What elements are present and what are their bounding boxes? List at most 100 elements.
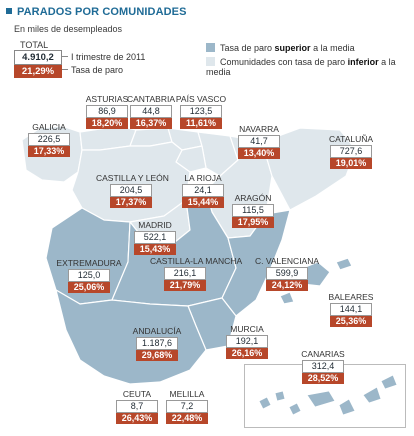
region-label-cataluna: CATALUÑA 727,6 19,01% <box>316 134 386 169</box>
region-rate: 24,12% <box>266 280 308 291</box>
region-label-andalucia: ANDALUCÍA 1.187,6 29,68% <box>122 326 192 361</box>
island-shape-3 <box>288 402 302 416</box>
region-name: CASTILLA-LA MANCHA <box>150 256 243 266</box>
region-value: 7,2 <box>166 400 208 413</box>
region-value: 86,9 <box>86 105 128 118</box>
legend-swatch-below <box>206 57 215 66</box>
region-shape-baleares-menorca <box>335 257 353 271</box>
region-value: 44,8 <box>130 105 172 118</box>
region-label-baleares: BALEARES 144,1 25,36% <box>316 292 386 327</box>
region-rate: 22,48% <box>166 413 208 424</box>
region-name: CATALUÑA <box>328 134 374 144</box>
legend-below-average: Comunidades con tasa de paro inferior a … <box>206 57 414 77</box>
region-label-murcia: MURCIA 192,1 26,16% <box>212 324 282 359</box>
region-name: NAVARRA <box>239 124 279 134</box>
island-shape-4 <box>306 390 336 408</box>
region-value: 1.187,6 <box>136 337 178 350</box>
region-label-melilla: MELILLA 7,2 22,48% <box>152 389 222 424</box>
region-label-aragon: ARAGÓN 115,5 17,95% <box>218 193 288 228</box>
region-value: 125,0 <box>68 269 110 282</box>
total-label: TOTAL <box>20 40 49 50</box>
region-name: LA RIOJA <box>184 173 222 183</box>
region-label-castilla-la-mancha: CASTILLA-LA MANCHA 216,1 21,79% <box>150 256 243 291</box>
legend-above-post: a la media <box>310 43 355 53</box>
legend-above-pre: Tasa de paro <box>220 43 275 53</box>
region-shape-baleares-ibiza <box>279 291 295 305</box>
region-name: CANTABRIA <box>126 94 176 104</box>
canarias-islands <box>258 374 398 416</box>
legend-below-bold: inferior <box>347 57 379 67</box>
region-value: 522,1 <box>134 231 176 244</box>
region-rate: 21,79% <box>164 280 206 291</box>
region-value: 123,5 <box>180 105 222 118</box>
region-label-canarias: CANARIAS 312,4 28,52% <box>288 349 358 384</box>
region-name: CANARIAS <box>301 349 345 359</box>
region-value: 599,9 <box>266 267 308 280</box>
region-value: 144,1 <box>330 303 372 316</box>
region-label-extremadura: EXTREMADURA 125,0 25,06% <box>54 258 124 293</box>
total-rate-note: Tasa de paro <box>62 64 123 77</box>
total-rate: 21,29% <box>14 65 62 78</box>
legend-below-pre: Comunidades con tasa de paro <box>220 57 348 67</box>
region-label-madrid: MADRID 522,1 15,43% <box>120 220 190 255</box>
region-label-ceuta: CEUTA 8,7 26,43% <box>102 389 172 424</box>
region-rate: 19,01% <box>330 158 372 169</box>
region-name: EXTREMADURA <box>56 258 122 268</box>
region-value: 41,7 <box>238 135 280 148</box>
region-rate: 15,43% <box>134 244 176 255</box>
region-name: PAÍS VASCO <box>175 94 227 104</box>
region-label-navarra: NAVARRA 41,7 13,40% <box>224 124 294 159</box>
map-subtitle: En miles de desempleados <box>14 24 123 34</box>
region-rate: 11,61% <box>180 118 222 129</box>
island-shape-6 <box>362 386 382 404</box>
region-rate: 28,52% <box>302 373 344 384</box>
region-name: ARAGÓN <box>234 193 272 203</box>
region-rate: 25,06% <box>68 282 110 293</box>
island-shape-7 <box>380 374 398 390</box>
island-shape-2 <box>274 390 286 402</box>
region-rate: 17,37% <box>110 197 152 208</box>
region-label-pais-vasco: PAÍS VASCO 123,5 11,61% <box>166 94 236 129</box>
region-name: CEUTA <box>122 389 152 399</box>
region-label-cantabria: CANTABRIA 44,8 16,37% <box>116 94 186 129</box>
region-value: 226,5 <box>28 133 70 146</box>
total-value-note: I trimestre de 2011 <box>62 51 145 64</box>
region-label-c-valenciana: C. VALENCIANA 599,9 24,12% <box>252 256 322 291</box>
total-box: 4.910,2 21,29% <box>14 50 62 78</box>
region-rate: 15,44% <box>182 197 224 208</box>
region-name: MADRID <box>138 220 172 230</box>
island-shape-1 <box>258 396 272 410</box>
region-label-galicia: GALICIA 226,5 17,33% <box>14 122 84 157</box>
region-value: 727,6 <box>330 145 372 158</box>
region-rate: 18,20% <box>86 118 128 129</box>
region-name: MELILLA <box>169 389 205 399</box>
region-rate: 29,68% <box>136 350 178 361</box>
region-name: C. VALENCIANA <box>254 256 320 266</box>
region-name: GALICIA <box>32 122 66 132</box>
region-rate: 26,43% <box>116 413 158 424</box>
region-name: BALEARES <box>328 292 374 302</box>
region-value: 204,5 <box>110 184 152 197</box>
island-shape-5 <box>338 398 356 416</box>
region-rate: 26,16% <box>226 348 268 359</box>
legend-above-bold: superior <box>274 43 311 53</box>
region-name: CASTILLA Y LEÓN <box>96 173 169 183</box>
region-value: 24,1 <box>182 184 224 197</box>
region-value: 312,4 <box>302 360 344 373</box>
region-rate: 13,40% <box>238 148 280 159</box>
region-label-asturias: ASTURIAS 86,9 18,20% <box>72 94 142 129</box>
legend-below-post: a la media <box>206 57 396 77</box>
map-title: PARADOS POR COMUNIDADES <box>6 6 187 18</box>
legend-swatch-above <box>206 43 215 52</box>
region-rate: 17,33% <box>28 146 70 157</box>
region-rate: 25,36% <box>330 316 372 327</box>
region-value: 216,1 <box>164 267 206 280</box>
legend-above-average: Tasa de paro superior a la media <box>206 43 355 53</box>
region-label-castilla-leon: CASTILLA Y LEÓN 204,5 17,37% <box>96 173 169 208</box>
region-value: 115,5 <box>232 204 274 217</box>
region-name: MURCIA <box>230 324 264 334</box>
region-value: 8,7 <box>116 400 158 413</box>
region-rate: 17,95% <box>232 217 274 228</box>
region-label-la-rioja: LA RIOJA 24,1 15,44% <box>168 173 238 208</box>
region-rate: 16,37% <box>130 118 172 129</box>
